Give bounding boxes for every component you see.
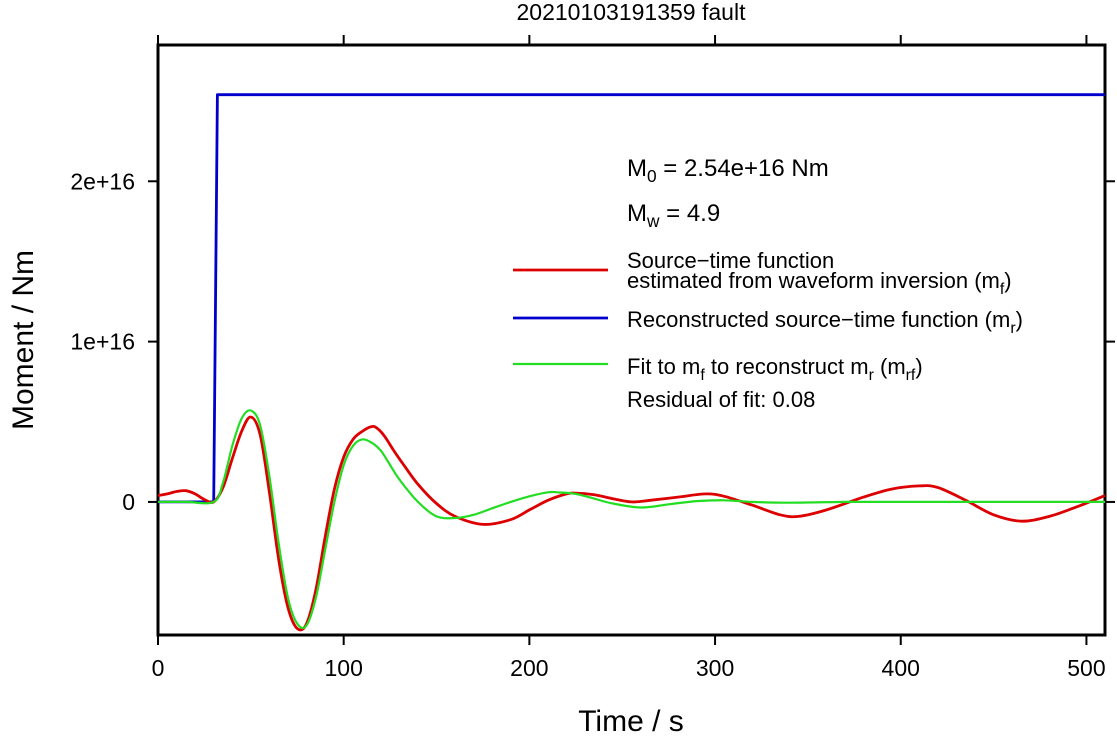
text-run: M xyxy=(627,200,647,227)
seismic-moment-label: M0 = 2.54e+16 Nm xyxy=(627,155,829,186)
axes: 0 100 200 300 400 500 0 1e+16 2e+16 xyxy=(70,35,1115,681)
text-run: Reconstructed source−time function (m xyxy=(627,307,1010,332)
chart-title: 20210103191359 fault xyxy=(517,0,747,25)
subscript: 0 xyxy=(647,166,657,186)
subscript: rf xyxy=(906,367,916,384)
x-tick-label: 0 xyxy=(152,655,165,681)
subscript: w xyxy=(646,211,660,231)
text-run: Fit to m xyxy=(627,354,700,379)
legend-label-estimated-line2: estimated from waveform inversion (mf) xyxy=(627,268,1012,298)
text-run: = 2.54e+16 Nm xyxy=(657,155,829,182)
text-run: ) xyxy=(915,354,922,379)
series-layer xyxy=(157,93,1106,632)
subscript: f xyxy=(700,367,705,384)
moment-magnitude-label: Mw = 4.9 xyxy=(627,200,720,231)
legend-label-estimated-line1: Source−time function xyxy=(627,248,834,273)
y-tick-label: 0 xyxy=(122,489,135,515)
plot-frame xyxy=(156,43,1107,637)
text-run: ) xyxy=(1004,268,1011,293)
series-line-estimated xyxy=(157,415,1106,632)
x-axis-title: Time / s xyxy=(578,705,684,736)
x-tick-label: 500 xyxy=(1067,655,1105,681)
text-run: = 4.9 xyxy=(659,200,720,227)
y-tick-label: 1e+16 xyxy=(70,329,135,355)
subscript: f xyxy=(1000,281,1005,298)
series-line-fit xyxy=(157,409,1105,630)
x-tick-label: 200 xyxy=(510,655,548,681)
subscript: r xyxy=(1010,320,1016,337)
legend-label-fit: Fit to mf to reconstruct mr (mrf) xyxy=(627,354,923,384)
text-run: estimated from waveform inversion (m xyxy=(627,268,1000,293)
x-tick-label: 100 xyxy=(324,655,362,681)
y-axis-title: Moment / Nm xyxy=(7,250,40,430)
residual-label: Residual of fit: 0.08 xyxy=(627,387,815,412)
x-tick-label: 400 xyxy=(882,655,920,681)
text-run: M xyxy=(627,155,647,182)
text-run: to reconstruct m xyxy=(705,354,869,379)
legend-label-reconstructed: Reconstructed source−time function (mr) xyxy=(627,307,1023,337)
text-run: (m xyxy=(874,354,906,379)
subscript: r xyxy=(869,367,875,384)
y-tick-label: 2e+16 xyxy=(70,168,135,194)
text-run: ) xyxy=(1016,307,1023,332)
x-tick-label: 300 xyxy=(696,655,734,681)
